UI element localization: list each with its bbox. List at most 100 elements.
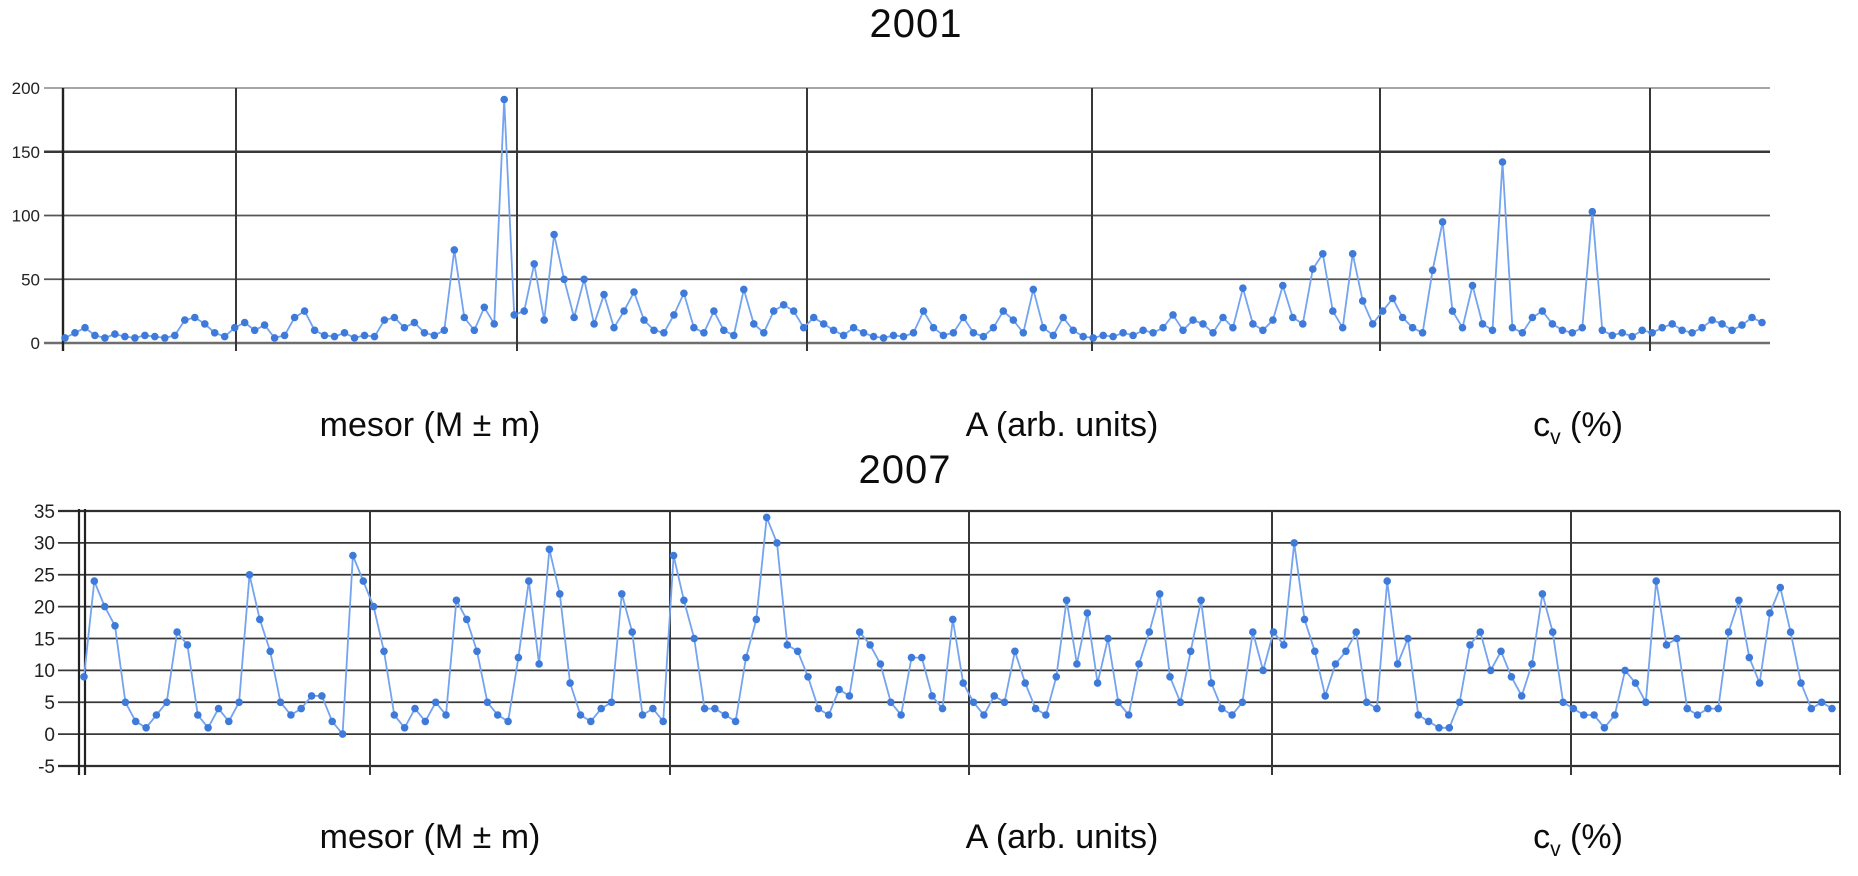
data-point <box>111 622 119 630</box>
data-point <box>151 332 159 341</box>
data-point <box>783 641 792 649</box>
data-point <box>1089 334 1097 342</box>
data-point <box>1149 329 1157 337</box>
data-point <box>587 717 595 726</box>
data-point <box>230 323 239 332</box>
data-point <box>1166 673 1174 681</box>
data-point <box>1300 615 1309 624</box>
data-point <box>640 316 648 324</box>
data-point <box>1631 679 1640 687</box>
data-point <box>849 323 858 332</box>
section-label-amplitude-row2: A (arb. units) <box>966 818 1159 857</box>
data-point <box>1621 666 1629 675</box>
data-point <box>638 711 647 719</box>
data-point <box>1342 647 1350 656</box>
data-point <box>1331 660 1340 668</box>
data-point <box>111 330 119 338</box>
data-point <box>1698 323 1706 332</box>
data-point <box>887 698 895 707</box>
data-point <box>121 332 129 341</box>
data-point <box>276 698 285 707</box>
data-point <box>1408 323 1417 332</box>
data-point <box>1445 724 1454 732</box>
data-point <box>1348 250 1357 258</box>
y-tick-label-25: 25 <box>34 566 55 587</box>
data-point <box>711 704 719 713</box>
data-point <box>349 551 357 560</box>
data-point <box>1628 332 1636 341</box>
data-point <box>204 724 212 732</box>
data-point <box>610 323 618 332</box>
section-label-subscript: v <box>1550 425 1561 449</box>
data-point <box>659 717 667 726</box>
data-point <box>504 717 512 726</box>
data-point <box>1758 318 1766 327</box>
data-point <box>220 332 229 341</box>
data-point <box>630 288 638 296</box>
data-point <box>1438 218 1447 226</box>
data-point <box>430 331 439 340</box>
data-point <box>1139 326 1147 335</box>
data-point <box>510 311 518 319</box>
data-point <box>1611 711 1619 719</box>
data-point <box>580 275 588 284</box>
chart-title-2007: 2007 <box>858 448 952 492</box>
data-point <box>240 318 249 327</box>
data-point <box>1083 609 1092 617</box>
section-label-text: mesor (M ± m) <box>319 406 541 444</box>
data-point <box>999 307 1008 315</box>
data-point <box>1507 673 1516 681</box>
data-point <box>1052 673 1061 681</box>
data-point <box>1608 331 1617 340</box>
data-point <box>959 679 967 687</box>
data-point <box>1404 634 1412 643</box>
data-point <box>91 331 99 340</box>
data-point <box>411 704 419 713</box>
data-point <box>90 577 99 585</box>
data-point <box>214 704 223 713</box>
data-point <box>1179 326 1187 335</box>
data-point <box>769 307 778 315</box>
data-point <box>1558 326 1567 335</box>
section-label-subscript: v <box>1550 837 1561 861</box>
data-point <box>410 318 419 327</box>
data-point <box>1435 724 1443 732</box>
data-point <box>245 571 254 579</box>
data-point <box>320 331 329 340</box>
data-point <box>260 321 269 329</box>
data-point <box>1319 250 1327 258</box>
data-point <box>669 551 678 560</box>
data-point <box>194 711 202 719</box>
data-point <box>918 653 926 662</box>
data-point <box>869 332 878 341</box>
data-point <box>235 698 243 707</box>
data-point <box>1207 679 1216 687</box>
data-point <box>173 628 181 636</box>
data-point <box>1383 577 1391 585</box>
data-point <box>731 717 740 726</box>
data-point <box>1518 329 1527 337</box>
data-point <box>131 334 139 342</box>
section-label-text: c <box>1533 406 1551 444</box>
data-point <box>789 307 798 315</box>
data-point <box>462 615 471 624</box>
chart-2007: 35 30 25 20 15 10 5 0 -5 <box>34 502 1841 778</box>
series-line-2001 <box>64 98 1763 339</box>
data-point <box>1735 596 1743 605</box>
data-point <box>979 332 988 341</box>
data-point <box>628 628 636 636</box>
data-point <box>80 673 88 681</box>
data-point <box>1728 326 1736 335</box>
data-point <box>1189 316 1197 324</box>
data-point <box>990 692 998 700</box>
data-point <box>1145 628 1154 636</box>
data-point <box>556 590 564 598</box>
data-point <box>191 313 199 322</box>
data-point <box>650 326 658 335</box>
data-point <box>480 303 489 312</box>
data-point <box>338 730 347 738</box>
data-point <box>618 590 626 598</box>
data-point <box>483 698 492 707</box>
data-point <box>799 323 808 332</box>
